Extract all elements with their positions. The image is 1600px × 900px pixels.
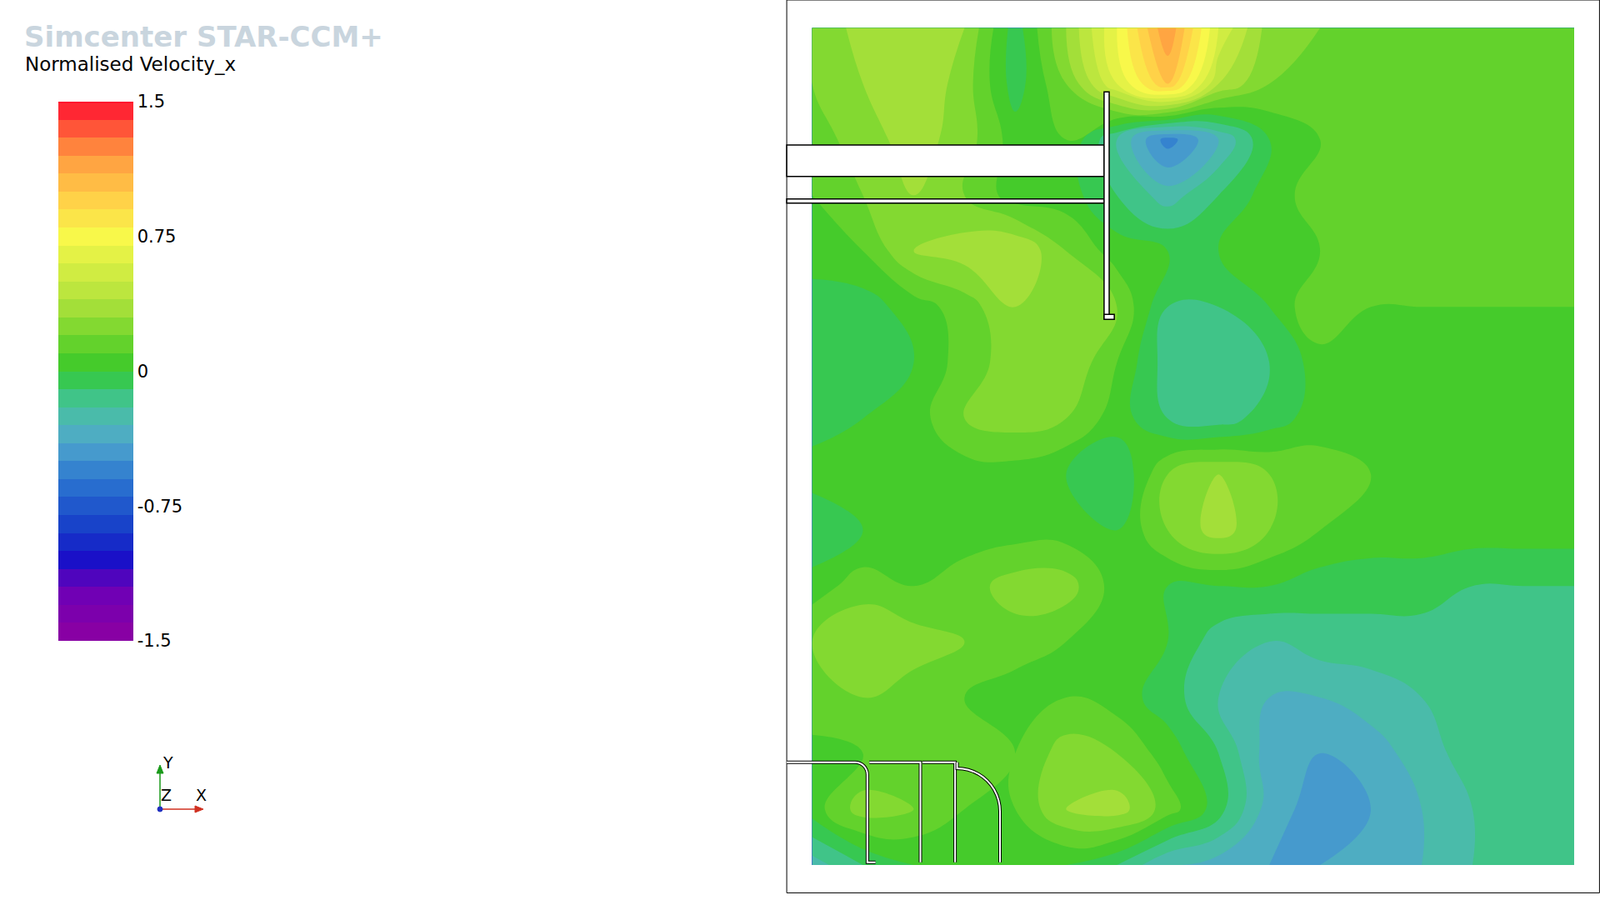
svg-text:Y: Y: [162, 753, 174, 772]
svg-text:0: 0: [137, 361, 149, 382]
svg-text:0.75: 0.75: [137, 226, 177, 247]
svg-text:Normalised Velocity_x: Normalised Velocity_x: [25, 53, 236, 75]
svg-text:-1.5: -1.5: [137, 630, 172, 651]
svg-text:Simcenter STAR-CCM+: Simcenter STAR-CCM+: [24, 20, 384, 54]
svg-text:1.5: 1.5: [137, 91, 165, 112]
svg-text:X: X: [195, 785, 207, 805]
svg-text:-0.75: -0.75: [137, 496, 183, 517]
svg-text:Z: Z: [160, 785, 172, 805]
